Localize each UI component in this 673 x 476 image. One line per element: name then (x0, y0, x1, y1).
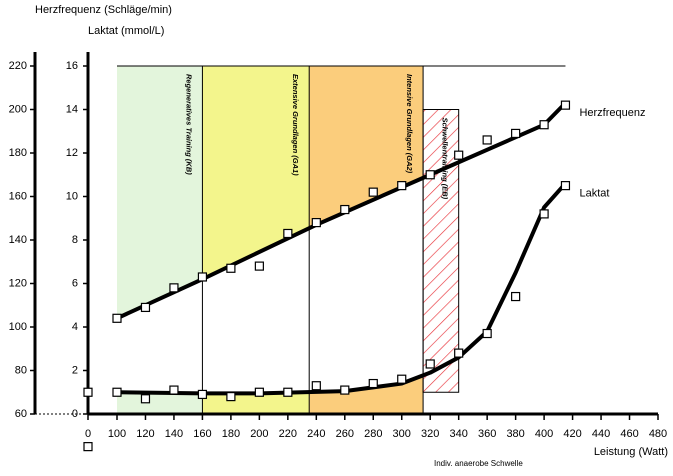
data-point (112, 313, 122, 323)
y-tick-label: 140 (9, 234, 27, 246)
x-tick-label: 440 (592, 428, 610, 440)
data-point (340, 385, 350, 395)
y2-tick-label: 4 (72, 321, 78, 333)
y2-tick-label: 2 (72, 364, 78, 376)
x-tick-label: 380 (506, 428, 524, 440)
x-tick-label: 320 (421, 428, 439, 440)
data-point (197, 389, 208, 400)
y-tick-label: 100 (9, 321, 27, 333)
x-tick-label: 340 (450, 428, 468, 440)
data-point (283, 387, 293, 397)
x-tick-label: 180 (222, 428, 240, 440)
y-tick-label: 200 (9, 103, 27, 115)
data-point (511, 291, 521, 302)
data-point (311, 381, 321, 391)
x-axis-label: Leistung (Watt) (594, 446, 668, 458)
y-tick-label: 80 (15, 364, 27, 376)
data-point (511, 128, 521, 139)
x-tick-label: 220 (279, 428, 297, 440)
data-point (169, 385, 179, 395)
x-tick-label: 460 (620, 428, 638, 440)
data-point (482, 328, 492, 339)
data-point (482, 135, 492, 145)
data-point (560, 181, 571, 191)
y2-tick-label: 0 (72, 408, 78, 420)
data-point (539, 120, 549, 130)
data-point (112, 387, 122, 397)
x-tick-label: 0 (85, 428, 91, 440)
data-point (197, 272, 208, 282)
data-point (454, 150, 464, 160)
series-label: Laktat (579, 187, 609, 199)
data-point (83, 442, 93, 452)
x-tick-label: 140 (165, 428, 183, 440)
threshold-label: Indiv. anaerobe Schwelle (434, 459, 523, 468)
data-point (397, 181, 407, 191)
y-tick-label: 180 (9, 147, 27, 159)
data-point (560, 100, 571, 110)
zone (422, 109, 460, 393)
data-point (425, 170, 435, 180)
x-tick-label: 200 (250, 428, 268, 440)
data-point (140, 394, 151, 404)
x-tick-label: 400 (535, 428, 553, 440)
series-label: Herzfrequenz (579, 107, 645, 119)
x-tick-label: 100 (108, 428, 126, 440)
data-point (368, 187, 378, 197)
x-tick-label: 360 (478, 428, 496, 440)
data-point (425, 359, 435, 369)
data-point (311, 218, 321, 228)
y2-tick-label: 10 (66, 190, 78, 202)
y2-tick-label: 8 (72, 234, 78, 246)
data-point (368, 378, 378, 389)
x-tick-label: 260 (336, 428, 354, 440)
trend-curve (116, 182, 567, 396)
x-tick-label: 240 (307, 428, 325, 440)
y-axis-label: Herzfrequenz (Schläge/min) (35, 4, 172, 16)
x-tick-label: 480 (649, 428, 667, 440)
zone-label: Intensive Grundlagen (GA2) (405, 74, 414, 174)
zone-label: Schwellentraining (EB) (441, 118, 450, 200)
data-point (397, 374, 407, 384)
data-point (140, 302, 151, 313)
data-point (539, 209, 549, 219)
y-tick-label: 120 (9, 277, 27, 289)
data-point (254, 261, 264, 271)
x-tick-label: 420 (563, 428, 581, 440)
y2-tick-label: 16 (66, 60, 78, 72)
data-point (169, 283, 179, 293)
y2-tick-label: 6 (72, 277, 78, 289)
data-point (254, 387, 264, 397)
data-point (340, 204, 350, 215)
data-point (83, 387, 93, 397)
x-tick-label: 120 (136, 428, 154, 440)
y-tick-label: 60 (15, 408, 27, 420)
x-tick-label: 280 (364, 428, 382, 440)
y2-axis-label: Laktat (mmol/L) (88, 25, 164, 37)
y-tick-label: 220 (9, 60, 27, 72)
y2-tick-label: 12 (66, 147, 78, 159)
data-point (454, 348, 464, 358)
y2-tick-label: 14 (66, 103, 78, 115)
zone-label: Regeneratives Training (KB) (184, 74, 193, 175)
x-tick-label: 300 (393, 428, 411, 440)
y-tick-label: 160 (9, 190, 27, 202)
data-point (226, 392, 236, 402)
x-tick-label: 160 (193, 428, 211, 440)
data-point (283, 228, 293, 239)
zone-label: Extensive Grundlagen (GA1) (291, 74, 300, 176)
data-point (226, 263, 236, 273)
